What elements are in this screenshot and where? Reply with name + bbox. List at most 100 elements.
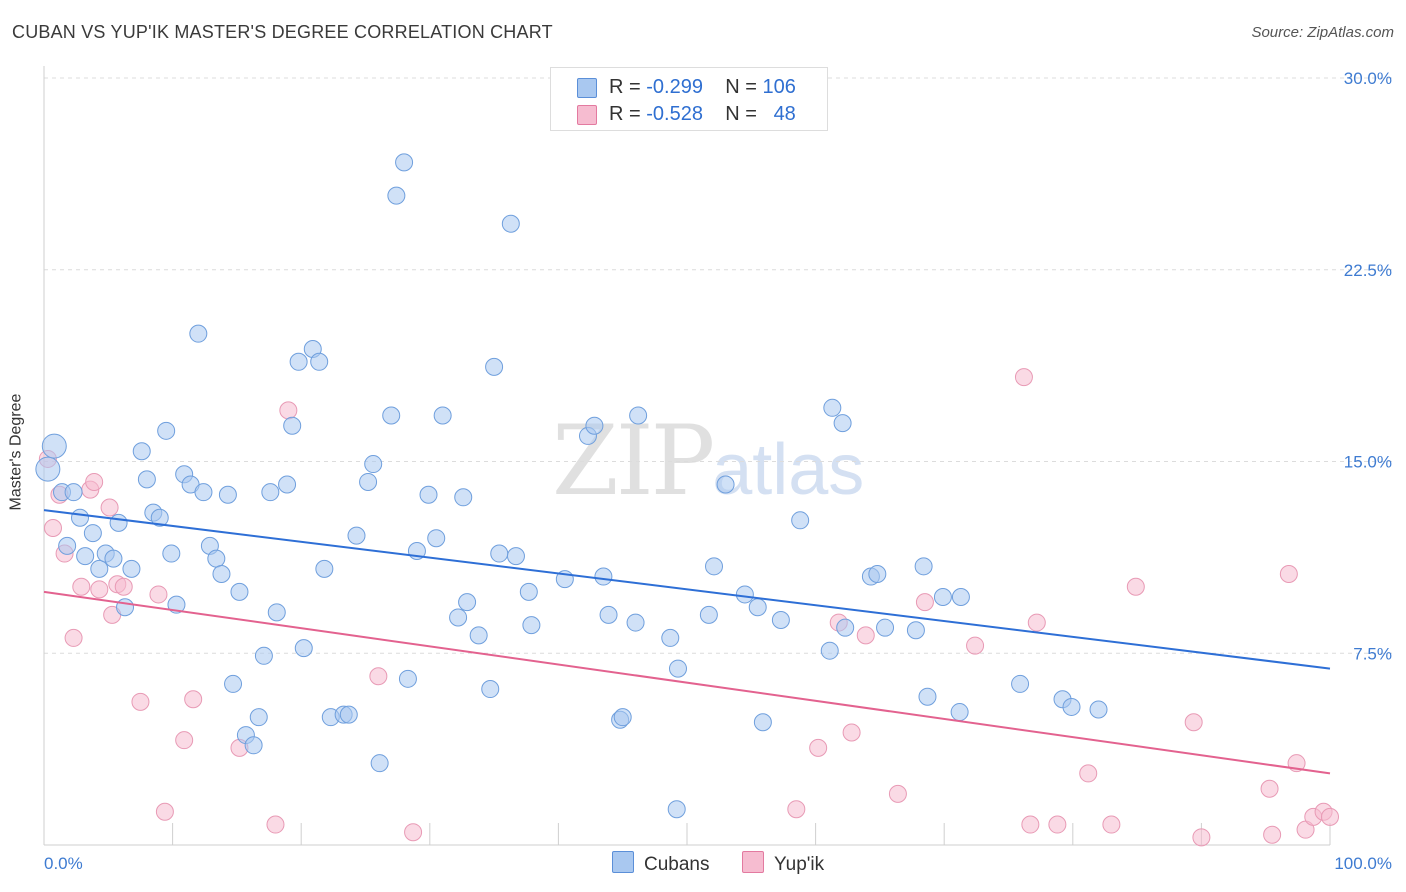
cubans-point — [599, 605, 618, 624]
cubans-point — [626, 613, 645, 632]
cubans-point — [207, 549, 226, 568]
cubans-point — [278, 475, 297, 494]
cubans-point — [469, 626, 488, 645]
series-label-cubans: Cubans — [644, 854, 710, 875]
cubans-point — [1011, 674, 1030, 693]
cubans-point — [427, 529, 446, 548]
cubans-point — [594, 567, 613, 586]
series-legend-cubans[interactable]: Cubans — [612, 851, 710, 876]
cubans-point — [1062, 697, 1081, 716]
legend-n-value: 48 — [773, 103, 796, 125]
cubans-point — [261, 483, 280, 502]
series-swatch-cubans — [612, 851, 634, 873]
cubans-point — [613, 708, 632, 727]
cubans-point — [395, 153, 414, 172]
watermark-atlas: atlas — [712, 430, 865, 510]
cubans-point — [157, 421, 176, 440]
cubans-point — [876, 618, 895, 637]
yupik-point — [64, 628, 83, 647]
yupik-point — [809, 738, 828, 757]
legend-swatch-cubans — [577, 78, 597, 98]
watermark: ZIPatlas — [552, 405, 864, 517]
cubans-point — [267, 603, 286, 622]
cubans-point — [58, 536, 77, 555]
cubans-trend-line — [43, 509, 1331, 670]
cubans-point — [458, 593, 477, 612]
yupik-point — [114, 577, 133, 596]
source-label: Source: ZipAtlas.com — [1251, 24, 1394, 41]
cubans-point — [347, 526, 366, 545]
cubans-point — [224, 674, 243, 693]
yupik-point — [842, 723, 861, 742]
cubans-point — [109, 513, 128, 532]
cubans-point — [254, 646, 273, 665]
legend-r-label: R = — [609, 103, 641, 125]
yupik-point — [44, 518, 63, 537]
yupik-point — [369, 667, 388, 686]
chart-title: CUBAN VS YUP'IK MASTER'S DEGREE CORRELAT… — [12, 22, 553, 42]
cubans-point — [150, 508, 169, 527]
cubans-point — [194, 483, 213, 502]
cubans-point — [449, 608, 468, 627]
yupik-point — [175, 731, 194, 750]
cubans-point — [364, 455, 383, 474]
cubans-point — [76, 547, 95, 566]
series-legend: Cubans Yup'ik — [0, 851, 1406, 877]
yupik-point — [184, 690, 203, 709]
legend-r-label: R = — [609, 76, 641, 98]
watermark-zip: ZIP — [552, 405, 715, 517]
yupik-point — [856, 626, 875, 645]
cubans-point — [454, 488, 473, 507]
cubans-point — [716, 475, 735, 494]
yupik-point — [1192, 828, 1211, 847]
cubans-point — [116, 598, 135, 617]
cubans-point — [771, 611, 790, 630]
cubans-point — [398, 669, 417, 688]
correlation-legend: R = -0.299 N = 106 R = -0.528 N = 48 — [550, 67, 828, 131]
yupik-point — [404, 823, 423, 842]
cubans-point — [629, 406, 648, 425]
yupik-point — [1279, 564, 1298, 583]
cubans-point — [289, 352, 308, 371]
cubans-point — [522, 616, 541, 635]
yupik-point — [279, 401, 298, 420]
x-tick-label-max: 100.0% — [1334, 854, 1392, 873]
yupik-point — [1260, 779, 1279, 798]
cubans-point — [90, 559, 109, 578]
cubans-point — [705, 557, 724, 576]
series-legend-yupik[interactable]: Yup'ik — [742, 851, 824, 876]
cubans-point — [490, 544, 509, 563]
cubans-point — [519, 582, 538, 601]
yupik-point — [100, 498, 119, 517]
yupik-point — [72, 577, 91, 596]
legend-text-yupik: R = -0.528 N = 48 — [609, 103, 796, 126]
cubans-point — [230, 582, 249, 601]
yupik-points — [38, 368, 1339, 847]
yupik-point — [1126, 577, 1145, 596]
series-swatch-yupik — [742, 851, 764, 873]
cubans-point — [315, 559, 334, 578]
cubans-point — [359, 472, 378, 491]
yupik-point — [1184, 713, 1203, 732]
cubans-point — [918, 687, 937, 706]
y-tick-label: 22.5% — [1344, 261, 1392, 280]
cubans-point — [833, 414, 852, 433]
cubans-point — [481, 680, 500, 699]
yupik-point — [1321, 807, 1339, 826]
legend-n-value: 106 — [762, 76, 796, 98]
legend-n-label: N = — [725, 76, 757, 98]
cubans-point — [951, 588, 970, 607]
yupik-point — [266, 815, 285, 834]
cubans-point — [868, 564, 887, 583]
cubans-point — [162, 544, 181, 563]
cubans-point — [748, 598, 767, 617]
cubans-point — [933, 588, 952, 607]
legend-n-label: N = — [725, 103, 757, 125]
yupik-point — [90, 580, 109, 599]
cubans-point — [244, 736, 263, 755]
cubans-point — [218, 485, 237, 504]
yupik-point — [1014, 368, 1033, 387]
cubans-point — [823, 398, 842, 417]
axes — [43, 66, 1331, 846]
cubans-point — [104, 549, 123, 568]
